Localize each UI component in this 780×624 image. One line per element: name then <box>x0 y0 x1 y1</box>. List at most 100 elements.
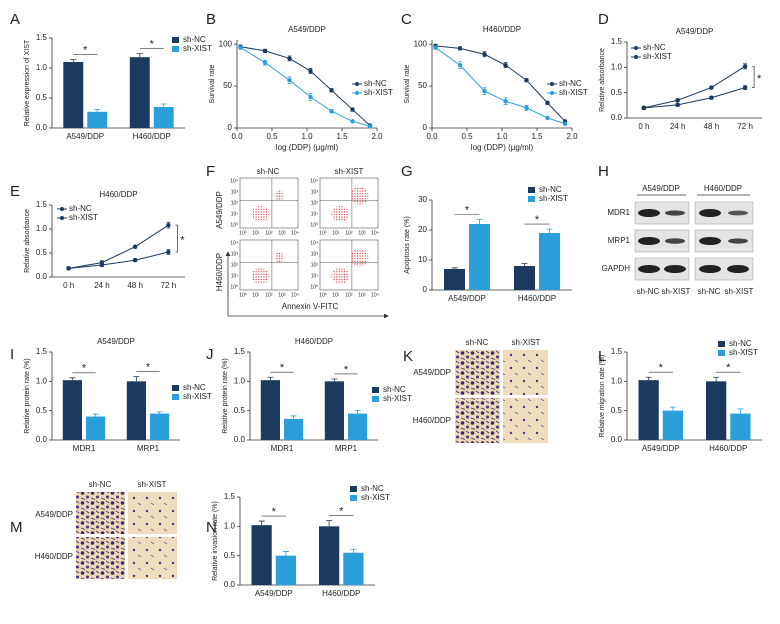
y-axis-label: Relative absorbance <box>599 48 606 112</box>
column-label: sh-XIST <box>335 167 364 176</box>
bar <box>86 416 106 440</box>
x-tick-label: 0.0 <box>426 132 438 141</box>
legend-label: sh-NC <box>559 79 582 88</box>
group-label: H460/DDP <box>704 184 742 193</box>
panel-label: E <box>10 183 20 200</box>
x-axis-label: Annexin V-FITC <box>282 302 339 311</box>
legend-swatch <box>372 396 379 402</box>
legend-label: sh-NC <box>69 204 92 213</box>
error-bar <box>92 413 99 417</box>
x-tick-label: 0 h <box>638 122 649 131</box>
row-label: H460/DDP <box>413 416 451 425</box>
marker <box>287 56 292 61</box>
y-tick-label: 0 <box>228 123 233 132</box>
x-tick-label: 24 h <box>94 281 110 290</box>
bar <box>62 380 82 440</box>
error-bar <box>350 548 357 553</box>
legend-label: sh-NC <box>364 79 387 88</box>
row-label: MDR1 <box>607 208 630 217</box>
x-tick-label: A549/DDP <box>448 294 486 303</box>
marker <box>709 85 714 90</box>
micrograph <box>128 492 177 534</box>
flow-tick-label: 10² <box>231 200 239 206</box>
flow-tick-label: 10¹ <box>231 273 239 279</box>
column-label: sh-XIST <box>512 338 541 347</box>
series-line <box>68 251 169 269</box>
flow-tick-label: 10³ <box>358 230 366 236</box>
y-tick-label: 0.5 <box>611 88 623 97</box>
y-axis-label: Relative migration rate (%) <box>599 355 606 438</box>
legend-label: sh-NC <box>383 385 406 394</box>
y-tick-label: 1.5 <box>234 347 246 356</box>
legend-swatch <box>172 394 179 400</box>
bar <box>324 381 344 440</box>
marker <box>524 78 529 83</box>
x-tick-label: 0.5 <box>266 132 278 141</box>
flow-tick-label: 10⁴ <box>310 178 318 184</box>
error-bar <box>521 263 528 266</box>
marker <box>482 88 487 94</box>
y-tick-label: 50 <box>223 81 232 90</box>
legend-label: sh-XIST <box>383 394 412 403</box>
bar <box>469 224 490 290</box>
group-label: A549/DDP <box>642 184 680 193</box>
flow-tick-label: 10⁰ <box>310 222 318 228</box>
y-tick-label: 0.0 <box>36 272 48 281</box>
bar <box>348 413 368 440</box>
error-bar <box>546 228 553 233</box>
y-axis-label: Relative absorbance <box>24 209 31 273</box>
error-bar <box>258 520 265 526</box>
y-axis-label: Relative protein rate (%) <box>24 358 31 433</box>
lane-label: sh-XIST <box>662 287 691 296</box>
chart-title: H460/DDP <box>295 337 333 346</box>
legend-marker <box>60 216 64 220</box>
x-tick-label: 0.0 <box>231 132 243 141</box>
flow-tick-label: 10¹ <box>252 292 260 298</box>
error-bar <box>267 376 274 381</box>
panel-label: N <box>206 519 217 536</box>
error-bar <box>713 376 720 382</box>
legend-label: sh-XIST <box>364 88 393 97</box>
flow-tick-label: 10¹ <box>332 292 340 298</box>
significance-star: * <box>757 73 762 85</box>
y-tick-label: 10 <box>418 255 427 264</box>
legend-label: sh-XIST <box>643 52 672 61</box>
flow-tick-label: 10³ <box>231 251 239 257</box>
flow-tick-label: 10⁴ <box>310 240 318 246</box>
micrograph <box>455 398 500 443</box>
legend-swatch <box>350 495 357 501</box>
legend-label: sh-NC <box>729 339 752 348</box>
error-bar <box>156 411 163 414</box>
flow-tick-label: 10³ <box>311 251 319 257</box>
legend-marker <box>355 82 359 86</box>
marker <box>132 244 138 249</box>
column-label: sh-XIST <box>138 480 167 489</box>
bar <box>260 380 280 440</box>
bar <box>87 111 108 128</box>
flow-tick-label: 10⁰ <box>310 284 318 290</box>
marker <box>238 45 243 50</box>
bar <box>444 269 465 290</box>
significance-bracket <box>752 65 755 88</box>
marker <box>287 78 292 83</box>
legend-label: sh-XIST <box>183 392 212 401</box>
flow-tick-label: 10⁰ <box>230 284 238 290</box>
marker <box>641 105 647 111</box>
x-tick-label: H460/DDP <box>322 589 360 598</box>
x-tick-label: A549/DDP <box>642 444 680 453</box>
micrograph <box>455 350 500 395</box>
flow-tick-label: 10⁰ <box>239 292 247 298</box>
marker <box>503 62 508 68</box>
legend-marker <box>60 207 64 211</box>
bar <box>539 233 560 290</box>
flow-plots: 10⁰10⁰10¹10¹10²10²10³10³10⁴10⁴10⁰10⁰10¹1… <box>230 177 379 298</box>
flow-tick-label: 10³ <box>278 230 286 236</box>
y-tick-label: 1.0 <box>224 521 236 530</box>
panel-label: H <box>598 163 609 180</box>
marker <box>329 88 334 93</box>
flow-tick-label: 10⁴ <box>371 230 379 236</box>
micrograph <box>76 537 125 579</box>
flow-plot <box>319 239 379 291</box>
bar <box>63 62 84 128</box>
